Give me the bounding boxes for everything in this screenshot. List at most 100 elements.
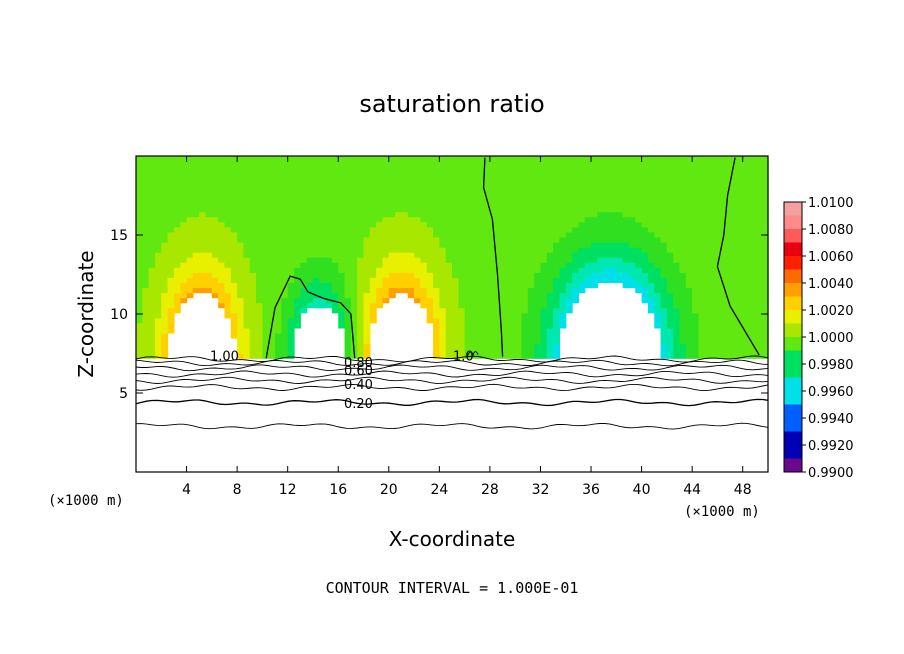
colorbar-label: 1.0060 bbox=[808, 250, 854, 265]
field-cell bbox=[262, 257, 270, 263]
field-cell bbox=[559, 196, 567, 203]
field-cell bbox=[654, 272, 662, 278]
x-tick-label: 36 bbox=[582, 482, 600, 498]
field-cell bbox=[300, 186, 308, 192]
field-cell bbox=[559, 287, 567, 294]
field-cell bbox=[458, 338, 466, 344]
field-cell bbox=[224, 176, 232, 182]
field-cell bbox=[331, 181, 339, 187]
field-cell bbox=[685, 332, 693, 339]
field-cell bbox=[546, 317, 554, 324]
field-cell bbox=[508, 161, 516, 167]
field-cell bbox=[142, 353, 150, 359]
field-cell bbox=[515, 277, 523, 283]
field-cell bbox=[224, 216, 232, 223]
field-cell bbox=[496, 156, 504, 162]
field-cell bbox=[641, 272, 649, 278]
field-cell bbox=[452, 171, 459, 177]
field-cell bbox=[256, 252, 263, 258]
field-cell bbox=[237, 252, 245, 258]
field-cell bbox=[173, 241, 181, 248]
field-cell bbox=[224, 191, 232, 198]
field-cell bbox=[262, 327, 270, 334]
field-cell bbox=[546, 297, 554, 304]
field-cell bbox=[641, 262, 649, 268]
field-cell bbox=[622, 241, 630, 248]
field-cell bbox=[433, 277, 440, 283]
field-cell bbox=[281, 181, 289, 187]
field-cell bbox=[704, 272, 712, 278]
field-cell bbox=[154, 201, 162, 208]
field-cell bbox=[755, 272, 763, 278]
field-cell bbox=[376, 292, 384, 299]
field-cell bbox=[439, 252, 447, 258]
field-cell bbox=[553, 262, 561, 268]
field-cell bbox=[635, 267, 643, 273]
field-cell bbox=[692, 156, 700, 162]
field-cell bbox=[584, 176, 592, 182]
field-cell bbox=[325, 247, 333, 253]
field-cell bbox=[414, 241, 421, 248]
field-cell bbox=[635, 257, 643, 263]
field-cell bbox=[388, 226, 396, 233]
field-cell bbox=[344, 272, 352, 278]
field-cell bbox=[534, 191, 542, 198]
field-cell bbox=[256, 343, 263, 349]
field-cell bbox=[243, 312, 251, 319]
field-cell bbox=[584, 257, 592, 263]
field-cell bbox=[395, 252, 403, 258]
field-cell bbox=[534, 181, 542, 187]
field-cell bbox=[508, 191, 516, 198]
field-cell bbox=[685, 247, 693, 253]
field-cell bbox=[426, 236, 434, 243]
field-cell bbox=[565, 292, 573, 299]
field-cell bbox=[161, 327, 169, 334]
field-cell bbox=[281, 317, 289, 324]
field-cell bbox=[300, 241, 308, 248]
field-cell bbox=[230, 287, 238, 294]
field-cell bbox=[723, 206, 731, 213]
field-cell bbox=[761, 221, 769, 228]
field-cell bbox=[331, 282, 339, 289]
field-cell bbox=[136, 247, 143, 253]
field-cell bbox=[433, 353, 440, 359]
field-cell bbox=[192, 252, 200, 258]
field-cell bbox=[666, 211, 674, 218]
field-cell bbox=[376, 156, 384, 162]
field-cell bbox=[654, 297, 662, 304]
field-cell bbox=[294, 302, 301, 309]
field-cell bbox=[357, 196, 365, 203]
colorbar: 1.01001.00801.00601.00401.00201.00000.99… bbox=[783, 196, 854, 481]
field-cell bbox=[666, 176, 674, 182]
field-cell bbox=[180, 241, 188, 248]
field-cell bbox=[180, 287, 188, 294]
field-cell bbox=[262, 221, 270, 228]
field-cell bbox=[388, 282, 396, 289]
field-cell bbox=[376, 236, 384, 243]
field-cell bbox=[161, 221, 169, 228]
field-cell bbox=[559, 236, 567, 243]
field-cell bbox=[338, 216, 346, 223]
field-cell bbox=[641, 161, 649, 167]
field-cell bbox=[192, 226, 200, 233]
field-cell bbox=[761, 302, 769, 309]
field-cell bbox=[521, 307, 529, 314]
field-cell bbox=[426, 196, 434, 203]
field-cell bbox=[281, 307, 289, 314]
field-cell bbox=[338, 206, 346, 213]
field-cell bbox=[464, 226, 472, 233]
field-cell bbox=[685, 317, 693, 324]
field-cell bbox=[755, 171, 763, 177]
field-cell bbox=[502, 277, 510, 283]
field-cell bbox=[749, 277, 756, 283]
field-cell bbox=[477, 267, 485, 273]
field-cell bbox=[496, 282, 504, 289]
field-cell bbox=[603, 226, 611, 233]
field-cell bbox=[148, 161, 156, 167]
field-cell bbox=[761, 196, 769, 203]
field-cell bbox=[584, 221, 592, 228]
field-cell bbox=[369, 312, 377, 319]
field-cell bbox=[597, 257, 605, 263]
field-cell bbox=[483, 226, 491, 233]
colorbar-label: 1.0000 bbox=[808, 331, 854, 346]
